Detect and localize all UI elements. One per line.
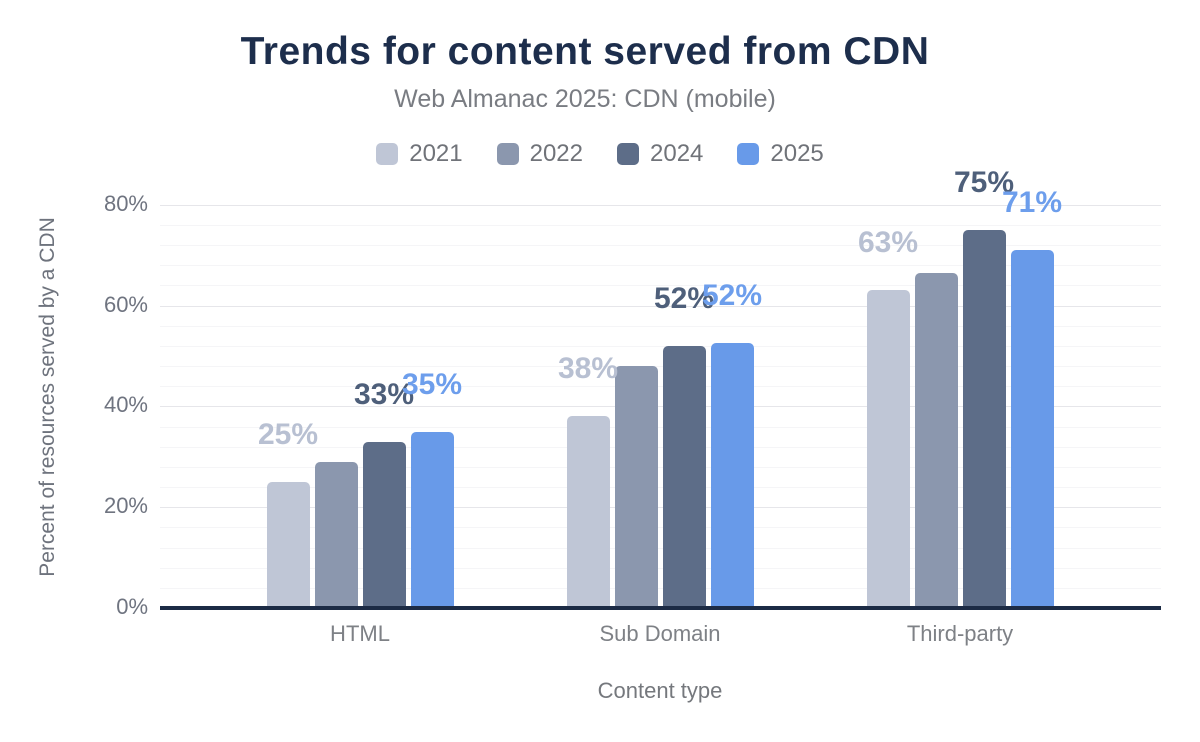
legend-label: 2022: [529, 140, 583, 167]
minor-gridline: [160, 487, 1161, 489]
bar-2024-sub-domain: [662, 346, 706, 608]
chart-title: Trends for content served from CDN: [240, 30, 930, 73]
major-gridline: [160, 406, 1161, 408]
minor-gridline: [160, 366, 1161, 368]
bar-2025-third-party: [1010, 250, 1054, 608]
x-axis-line: [160, 606, 1161, 610]
minor-gridline: [160, 345, 1161, 347]
bar-2024-third-party: [962, 230, 1006, 608]
data-label-2025-html: 35%: [401, 368, 463, 401]
bar-2024-html: [362, 442, 406, 608]
minor-gridline: [160, 567, 1161, 569]
minor-gridline: [160, 245, 1161, 247]
y-tick-label: 60%: [103, 291, 148, 317]
legend-item-2021[interactable]: 2021: [376, 140, 463, 168]
data-label-2021-third-party: 63%: [857, 226, 919, 259]
x-category-label-third-party: Third-party: [906, 621, 1014, 646]
legend-label: 2025: [770, 140, 824, 167]
minor-gridline: [160, 527, 1161, 529]
legend-swatch-icon: [737, 143, 760, 165]
x-category-label-sub-domain: Sub Domain: [599, 621, 721, 646]
major-gridline: [160, 204, 1161, 206]
minor-gridline: [160, 285, 1161, 287]
y-tick-label: 40%: [103, 392, 148, 418]
legend-label: 2021: [409, 140, 463, 167]
minor-gridline: [160, 587, 1161, 589]
y-tick-label: 0%: [116, 594, 148, 619]
bar-2021-third-party: [866, 290, 910, 608]
legend-label: 2024: [650, 140, 704, 167]
data-label-2024-html: 33%: [353, 378, 415, 411]
minor-gridline: [160, 466, 1161, 468]
bar-2021-sub-domain: [566, 416, 610, 608]
major-gridline: [160, 305, 1161, 307]
legend-item-2025[interactable]: 2025: [737, 140, 824, 168]
data-label-2024-third-party: 75%: [953, 166, 1015, 199]
bar-2021-html: [266, 482, 310, 608]
bar-2025-html: [410, 432, 454, 608]
major-gridline: [160, 507, 1161, 509]
minor-gridline: [160, 446, 1161, 448]
legend-swatch-icon: [496, 143, 519, 165]
minor-gridline: [160, 224, 1161, 226]
data-label-2021-sub-domain: 38%: [557, 352, 619, 385]
data-label-2021-html: 25%: [257, 418, 319, 451]
bar-2025-sub-domain: [710, 343, 754, 608]
y-tick-label: 20%: [103, 493, 148, 519]
minor-gridline: [160, 386, 1161, 388]
y-tick-label: 80%: [103, 190, 148, 216]
legend-item-2024[interactable]: 2024: [617, 140, 703, 168]
bar-2022-sub-domain: [614, 366, 658, 608]
data-label-2024-sub-domain: 52%: [653, 282, 715, 315]
legend-item-2022[interactable]: 2022: [496, 140, 583, 168]
x-category-label-html: HTML: [330, 621, 390, 646]
minor-gridline: [160, 325, 1161, 327]
legend-swatch-icon: [376, 143, 399, 165]
bar-2022-third-party: [914, 273, 958, 608]
data-label-2025-third-party: 71%: [1001, 186, 1063, 219]
minor-gridline: [160, 265, 1161, 267]
minor-gridline: [160, 426, 1161, 428]
legend-swatch-icon: [617, 143, 639, 165]
x-axis-title: Content type: [597, 678, 723, 703]
bar-2022-html: [314, 462, 358, 608]
y-axis-title: Percent of resources served by a CDN: [36, 217, 59, 577]
chart-subtitle: Web Almanac 2025: CDN (mobile): [394, 85, 776, 113]
data-label-2025-sub-domain: 52%: [701, 279, 763, 312]
legend: 2021 2022 2024 2025: [0, 140, 1200, 168]
minor-gridline: [160, 547, 1161, 549]
